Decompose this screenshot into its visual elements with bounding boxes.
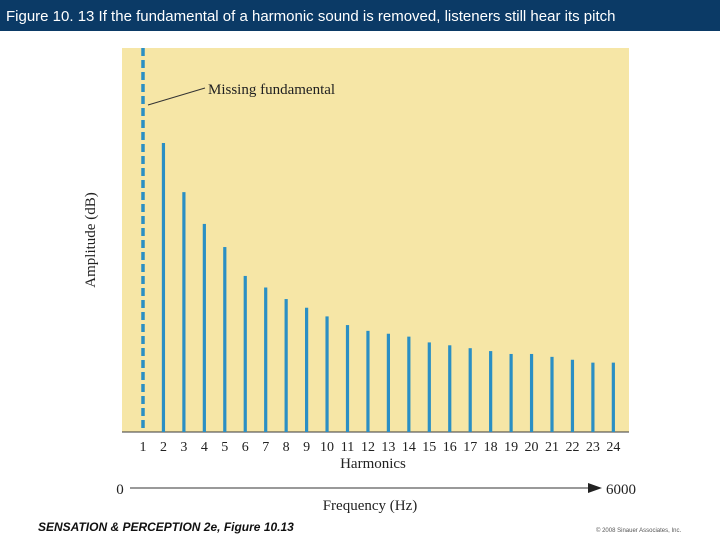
bar-harmonic-17 xyxy=(468,348,472,432)
tick-labels-group: 1 2 3 4 5 6 7 8 9 10 11 12 13 14 15 16 17 18 19 20 21 22 23 24 xyxy=(140,440,621,455)
tick-label-8: 8 xyxy=(283,440,290,455)
tick-label-19: 19 xyxy=(504,440,518,455)
bar-harmonic-23 xyxy=(591,362,595,432)
bar-harmonic-2 xyxy=(161,143,166,432)
bar-harmonic-22 xyxy=(570,359,575,432)
bars-group xyxy=(141,48,615,432)
bar-harmonic-13 xyxy=(386,333,390,432)
bar-harmonic-10 xyxy=(325,316,329,432)
tick-label-1: 1 xyxy=(140,440,147,455)
harmonics-chart: 1 2 3 4 5 6 7 8 9 10 11 12 13 14 15 16 17 18 19 20 21 22 23 24 … xyxy=(83,48,636,514)
bar-harmonic-3 xyxy=(182,192,186,432)
tick-label-13: 13 xyxy=(381,440,395,455)
annotation-missing-fundamental: Missing fundamental xyxy=(208,82,335,98)
plot-background xyxy=(122,48,629,432)
bar-harmonic-12 xyxy=(366,330,370,432)
bar-harmonic-16 xyxy=(448,345,452,432)
tick-label-10: 10 xyxy=(320,440,334,455)
tick-label-22: 22 xyxy=(565,440,579,455)
bar-harmonic-7 xyxy=(264,287,268,432)
figure-title: Figure 10. 13 If the fundamental of a ha… xyxy=(6,8,616,25)
bar-harmonic-4 xyxy=(202,223,206,432)
y-axis-label: Amplitude (dB) xyxy=(83,192,99,287)
frequency-min-label: 0 xyxy=(116,482,124,498)
tick-label-6: 6 xyxy=(242,440,249,455)
tick-label-23: 23 xyxy=(586,440,600,455)
tick-label-15: 15 xyxy=(422,440,436,455)
tick-label-24: 24 xyxy=(606,440,620,455)
tick-label-4: 4 xyxy=(201,440,208,455)
frequency-axis-label: Frequency (Hz) xyxy=(323,498,418,514)
frequency-axis-arrowhead xyxy=(588,483,602,493)
bar-harmonic-15 xyxy=(427,342,431,432)
x-axis-label: Harmonics xyxy=(340,456,406,472)
frequency-max-label: 6000 xyxy=(606,482,636,498)
tick-label-14: 14 xyxy=(402,440,416,455)
footer-copyright: © 2008 Sinauer Associates, Inc. xyxy=(596,528,682,534)
bar-harmonic-9 xyxy=(305,307,309,432)
bar-harmonic-11 xyxy=(345,325,350,432)
bar-harmonic-19 xyxy=(509,353,513,432)
tick-label-21: 21 xyxy=(545,440,559,455)
tick-label-7: 7 xyxy=(262,440,269,455)
bar-harmonic-6 xyxy=(243,275,247,432)
tick-label-12: 12 xyxy=(361,440,375,455)
tick-label-11: 11 xyxy=(341,440,354,455)
tick-label-16: 16 xyxy=(443,440,457,455)
bar-harmonic-20 xyxy=(529,353,534,432)
bar-harmonic-24 xyxy=(611,362,615,432)
bar-harmonic-18 xyxy=(489,351,493,432)
bar-harmonic-5 xyxy=(223,247,227,432)
title-bar: Figure 10. 13 If the fundamental of a ha… xyxy=(0,0,720,31)
tick-label-3: 3 xyxy=(180,440,187,455)
tick-label-2: 2 xyxy=(160,440,167,455)
tick-label-9: 9 xyxy=(303,440,310,455)
tick-label-18: 18 xyxy=(484,440,498,455)
annotation-leader-line xyxy=(147,87,206,106)
tick-label-17: 17 xyxy=(463,440,477,455)
tick-label-20: 20 xyxy=(525,440,539,455)
bar-harmonic-21 xyxy=(550,356,554,432)
bar-harmonic-14 xyxy=(407,336,411,432)
bar-harmonic-8 xyxy=(284,299,288,432)
footer-source: SENSATION & PERCEPTION 2e, Figure 10.13 xyxy=(38,520,294,534)
tick-label-5: 5 xyxy=(221,440,228,455)
